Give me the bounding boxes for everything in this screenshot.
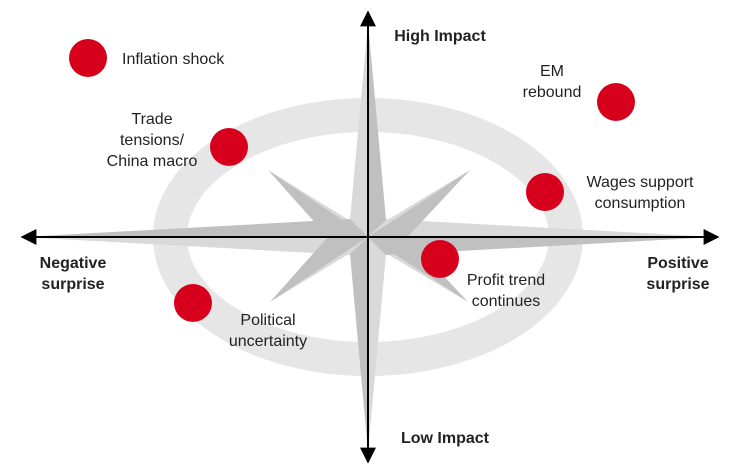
label-line: uncertainty (229, 333, 307, 350)
label-line: Positive (647, 255, 708, 272)
risk-dot (421, 240, 459, 278)
risk-dot (69, 39, 107, 77)
risk-label: Profit trend continues (467, 272, 545, 310)
risk-dot (210, 128, 248, 166)
risk-label: Political uncertainty (229, 312, 307, 350)
risk-label: Wages support consumption (586, 174, 694, 212)
label-line: Inflation shock (122, 51, 225, 68)
label-line: rebound (523, 84, 582, 101)
label-line: EM (540, 63, 564, 80)
risk-dot (526, 173, 564, 211)
risk-dot (597, 83, 635, 121)
risk-label: Trade tensions/China macro (107, 111, 198, 170)
label-line: High Impact (394, 28, 486, 45)
label-line: surprise (41, 276, 104, 293)
risk-nodes: Inflation shock EM rebound Trade tensions/Ch… (69, 39, 694, 350)
label-line: continues (472, 293, 541, 310)
label-line: Negative (40, 255, 107, 272)
label-line: Political (240, 312, 295, 329)
label-line: Profit trend (467, 272, 545, 289)
label-line: Low Impact (401, 430, 490, 447)
axis-label: Positive surprise (646, 255, 709, 293)
axis-label: Low Impact (401, 430, 490, 447)
label-line: tensions/ (120, 132, 185, 149)
label-line: surprise (646, 276, 709, 293)
risk-dot (174, 284, 212, 322)
axis-label: Negative surprise (40, 255, 107, 293)
label-line: Trade (131, 111, 172, 128)
label-line: China macro (107, 153, 198, 170)
axis-label: High Impact (394, 28, 486, 45)
risk-label: Inflation shock (122, 51, 225, 68)
label-line: Wages support (586, 174, 694, 191)
risk-label: EM rebound (523, 63, 582, 101)
label-line: consumption (595, 195, 686, 212)
